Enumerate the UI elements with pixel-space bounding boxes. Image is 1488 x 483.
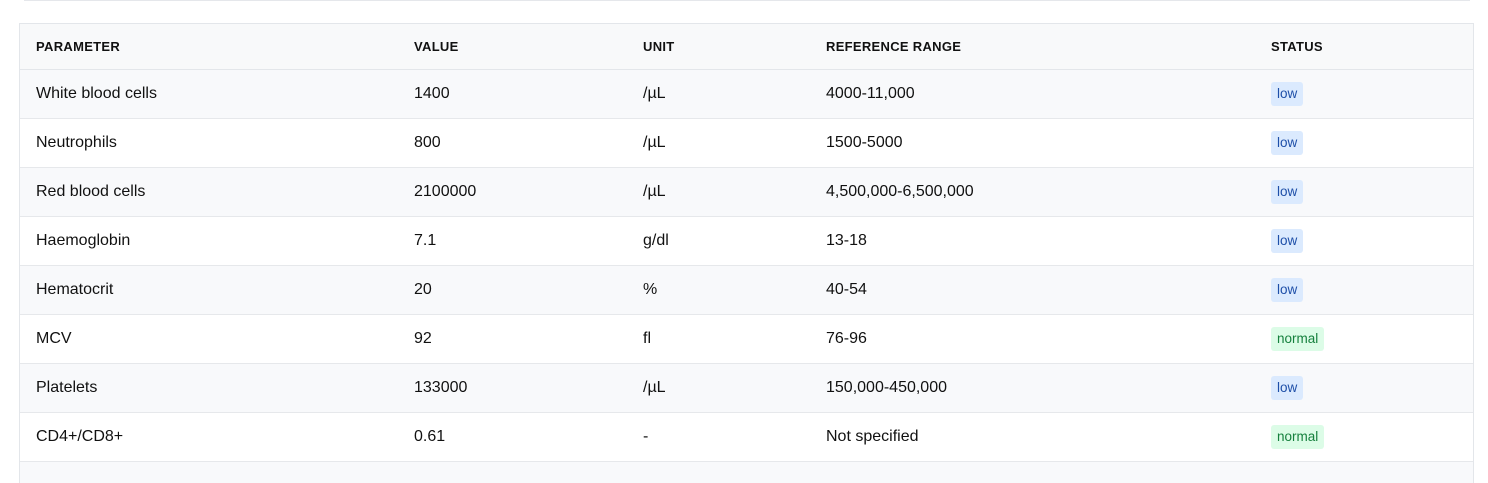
cell-parameter: Red blood cells	[20, 167, 398, 217]
status-badge: low	[1271, 277, 1304, 302]
cell-status: low	[1255, 363, 1473, 413]
cell-value: 1400	[398, 69, 627, 119]
cell-value: 92	[398, 314, 627, 364]
cell-value: 7.1	[398, 216, 627, 266]
cell-parameter: Platelets	[20, 363, 398, 413]
table-row: Hematocrit 20 % 40-54 low	[20, 265, 1473, 315]
cell-status: normal	[1255, 314, 1473, 364]
cell-value: 2100000	[398, 167, 627, 217]
cell-status: low	[1255, 167, 1473, 217]
cell-status: normal	[1255, 412, 1473, 462]
table-row: Neutrophils 800 /µL 1500-5000 low	[20, 118, 1473, 168]
header-row: PARAMETER VALUE UNIT REFERENCE RANGE STA…	[20, 24, 1473, 70]
cell-value: 133000	[398, 363, 627, 413]
header-parameter: PARAMETER	[20, 24, 398, 70]
cell-unit: /µL	[627, 69, 810, 119]
table-row: CD4+/CD8+ 0.61 - Not specified normal	[20, 412, 1473, 462]
status-badge: low	[1271, 375, 1304, 400]
header-reference-range: REFERENCE RANGE	[810, 24, 1255, 70]
header-value: VALUE	[398, 24, 627, 70]
status-badge: low	[1271, 81, 1304, 106]
cell-unit: -	[627, 412, 810, 462]
cell-parameter: Neutrophils	[20, 118, 398, 168]
cell-reference-range: 76-96	[810, 314, 1255, 364]
cell-unit: fl	[627, 314, 810, 364]
cell-value: 0.61	[398, 412, 627, 462]
lab-results-table: PARAMETER VALUE UNIT REFERENCE RANGE STA…	[20, 24, 1473, 483]
cell-unit: %	[627, 265, 810, 315]
table-row: MCV 92 fl 76-96 normal	[20, 314, 1473, 364]
status-badge: low	[1271, 179, 1304, 204]
cell-value: 800	[398, 118, 627, 168]
cell-unit: /µL	[627, 118, 810, 168]
table-header: PARAMETER VALUE UNIT REFERENCE RANGE STA…	[20, 24, 1473, 70]
cell-status: low	[1255, 216, 1473, 266]
table-row: Red blood cells 2100000 /µL 4,500,000-6,…	[20, 167, 1473, 217]
status-badge: normal	[1271, 424, 1325, 449]
header-status: STATUS	[1255, 24, 1473, 70]
cell-parameter: CD4+/CD8+	[20, 412, 398, 462]
header-unit: UNIT	[627, 24, 810, 70]
cell-parameter: White blood cells	[20, 69, 398, 119]
table-row: Platelets 133000 /µL 150,000-450,000 low	[20, 363, 1473, 413]
status-badge: low	[1271, 228, 1304, 253]
cell-reference-range: 40-54	[810, 265, 1255, 315]
cell-unit: /µL	[627, 363, 810, 413]
cell-reference-range: 4,500,000-6,500,000	[810, 167, 1255, 217]
top-divider	[24, 0, 1470, 1]
cell-status: low	[1255, 118, 1473, 168]
cell-status: low	[1255, 69, 1473, 119]
cell-reference-range: Not specified	[810, 412, 1255, 462]
cell-unit: /µL	[627, 167, 810, 217]
table-row: Haemoglobin 7.1 g/dl 13-18 low	[20, 216, 1473, 266]
cell-reference-range: 13-18	[810, 216, 1255, 266]
table-row: White blood cells 1400 /µL 4000-11,000 l…	[20, 69, 1473, 119]
status-badge: low	[1271, 130, 1304, 155]
cell-parameter: MCV	[20, 314, 398, 364]
lab-results-table-container: PARAMETER VALUE UNIT REFERENCE RANGE STA…	[19, 23, 1474, 483]
cell-parameter: Hematocrit	[20, 265, 398, 315]
cell-reference-range: 150,000-450,000	[810, 363, 1255, 413]
cell-status: low	[1255, 265, 1473, 315]
table-row	[20, 461, 1473, 483]
status-badge: normal	[1271, 326, 1325, 351]
cell-value: 20	[398, 265, 627, 315]
table-body: White blood cells 1400 /µL 4000-11,000 l…	[20, 69, 1473, 483]
cell-reference-range: 4000-11,000	[810, 69, 1255, 119]
cell-unit: g/dl	[627, 216, 810, 266]
cell-parameter: Haemoglobin	[20, 216, 398, 266]
cell-reference-range: 1500-5000	[810, 118, 1255, 168]
